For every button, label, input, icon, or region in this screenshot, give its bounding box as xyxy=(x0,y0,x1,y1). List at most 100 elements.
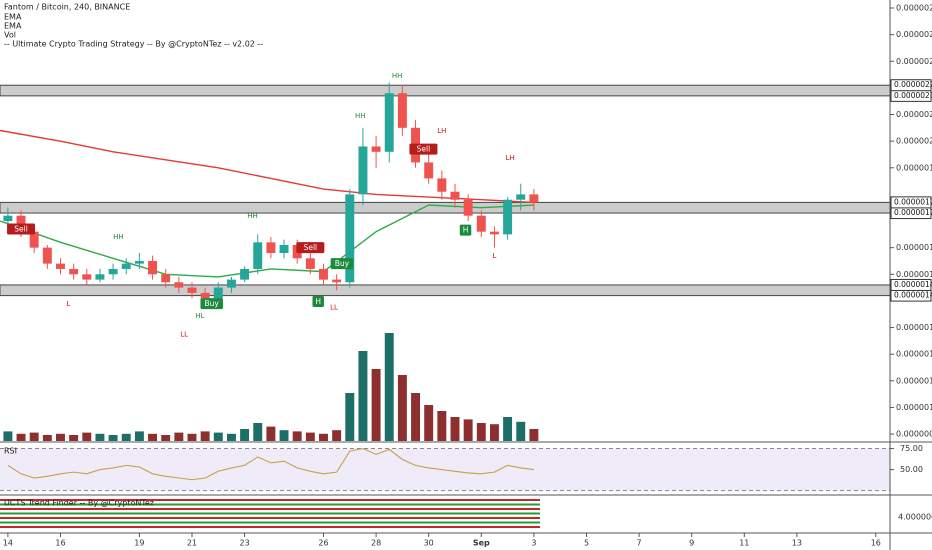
candle-body xyxy=(266,242,276,253)
candle-body xyxy=(489,231,499,235)
signal-box xyxy=(330,258,354,270)
y-tick-label: 0.00000210 xyxy=(896,110,932,119)
candle-body xyxy=(213,287,223,299)
y-tick-label: 0.00000160 xyxy=(896,243,932,252)
trend-stripe xyxy=(0,517,540,519)
volume-bar xyxy=(358,351,368,441)
volume-bar xyxy=(384,333,394,441)
y-tick-label: 0.00000230 xyxy=(896,57,932,66)
candle-body xyxy=(319,268,328,280)
y-tick-label: 0.00000250 xyxy=(896,3,932,12)
pivot-label: HH xyxy=(392,72,403,80)
subtitle: -- Ultimate Crypto Trading Strategy -- B… xyxy=(4,40,263,49)
rsi-line xyxy=(7,447,534,481)
support-zone xyxy=(0,84,891,97)
volume-bar xyxy=(187,433,197,441)
volume-bar xyxy=(121,433,131,441)
y-tick-label: 0.00000240 xyxy=(896,30,932,39)
volume-bar xyxy=(42,435,52,441)
zone-price-label: 0.00000177 xyxy=(894,197,932,206)
x-tick-label: 13 xyxy=(792,539,802,548)
volume-bar xyxy=(240,429,250,441)
signal-box xyxy=(312,295,324,307)
y-tick-label: 0.00000130 xyxy=(896,323,932,332)
signal-label: Buy xyxy=(205,299,220,308)
volume-bar xyxy=(16,433,26,441)
candle-body xyxy=(332,279,342,283)
support-zone xyxy=(0,201,891,214)
pivot-label: HL xyxy=(195,312,204,320)
trend-title: UCTS Trend Finder -- By @CryptoNTez xyxy=(4,499,154,508)
x-tick-label: 23 xyxy=(239,539,249,548)
candle-body xyxy=(516,194,526,200)
pivot-label: LL xyxy=(330,303,338,311)
zone-price-label: 0.00000221 xyxy=(894,80,932,89)
signal-box xyxy=(7,223,36,235)
volume-bar xyxy=(226,433,236,441)
pivot-label: HH xyxy=(113,233,124,241)
volume-bar xyxy=(437,411,447,441)
volume-bar xyxy=(69,435,79,441)
ema-line xyxy=(0,129,534,204)
candle-body xyxy=(358,146,368,195)
candle-body xyxy=(371,146,381,152)
candle-body xyxy=(42,247,52,264)
candle-body xyxy=(200,292,210,299)
volume-bar xyxy=(253,423,263,441)
signal-label: H xyxy=(463,226,469,235)
volume-bar xyxy=(450,417,460,441)
candle-body xyxy=(121,263,131,269)
candle-body xyxy=(187,287,197,293)
pivot-label: L xyxy=(66,300,70,308)
volume-bar xyxy=(424,405,434,441)
volume-bar xyxy=(371,369,381,441)
pivot-label: LH xyxy=(506,154,515,162)
candle-body xyxy=(69,268,79,275)
trend-stripe xyxy=(0,526,540,528)
candle-body xyxy=(174,282,184,288)
zone-price-box xyxy=(890,79,932,92)
candle-body xyxy=(305,258,315,269)
signal-label: Sell xyxy=(14,225,28,234)
x-tick-label: 30 xyxy=(424,539,434,548)
candle-body xyxy=(397,93,407,128)
pivot-label: L xyxy=(492,252,496,260)
support-zone xyxy=(0,284,891,297)
volume-bar xyxy=(108,435,118,441)
y-tick-label: 0.00000090 xyxy=(896,430,932,439)
candle-body xyxy=(424,162,434,179)
volume-bar xyxy=(332,430,342,441)
volume-bar xyxy=(174,432,184,441)
trend-stripe xyxy=(0,503,540,506)
volume-bar xyxy=(148,433,158,441)
rsi-y-tick-label: 50.00 xyxy=(900,465,923,474)
candle-body xyxy=(240,268,250,280)
candle-body xyxy=(3,215,13,222)
candle-body xyxy=(253,242,263,269)
volume-bar xyxy=(3,431,13,441)
volume-bar xyxy=(503,417,513,441)
x-tick-label: 16 xyxy=(55,539,65,548)
candle-body xyxy=(450,191,460,200)
signal-label: Sell xyxy=(304,243,318,252)
volume-bar xyxy=(529,429,539,441)
ema-line xyxy=(0,204,534,278)
candle-body xyxy=(134,260,144,264)
candle-body xyxy=(345,194,355,283)
volume-bar xyxy=(345,393,355,441)
volume-bar xyxy=(29,432,39,441)
candle-body xyxy=(161,274,171,283)
zone-price-box xyxy=(890,196,932,209)
x-tick-label: 19 xyxy=(134,539,144,548)
rsi-title: RSI xyxy=(4,447,17,456)
trend-stripe xyxy=(0,499,540,501)
candle-body xyxy=(82,274,92,280)
signal-box xyxy=(200,298,223,310)
volume-bar xyxy=(82,432,92,441)
x-tick-label: 26 xyxy=(318,539,328,548)
pivot-label: LH xyxy=(437,127,446,135)
zone-price-label: 0.00000146 xyxy=(894,280,932,289)
x-tick-label: 14 xyxy=(3,539,13,548)
